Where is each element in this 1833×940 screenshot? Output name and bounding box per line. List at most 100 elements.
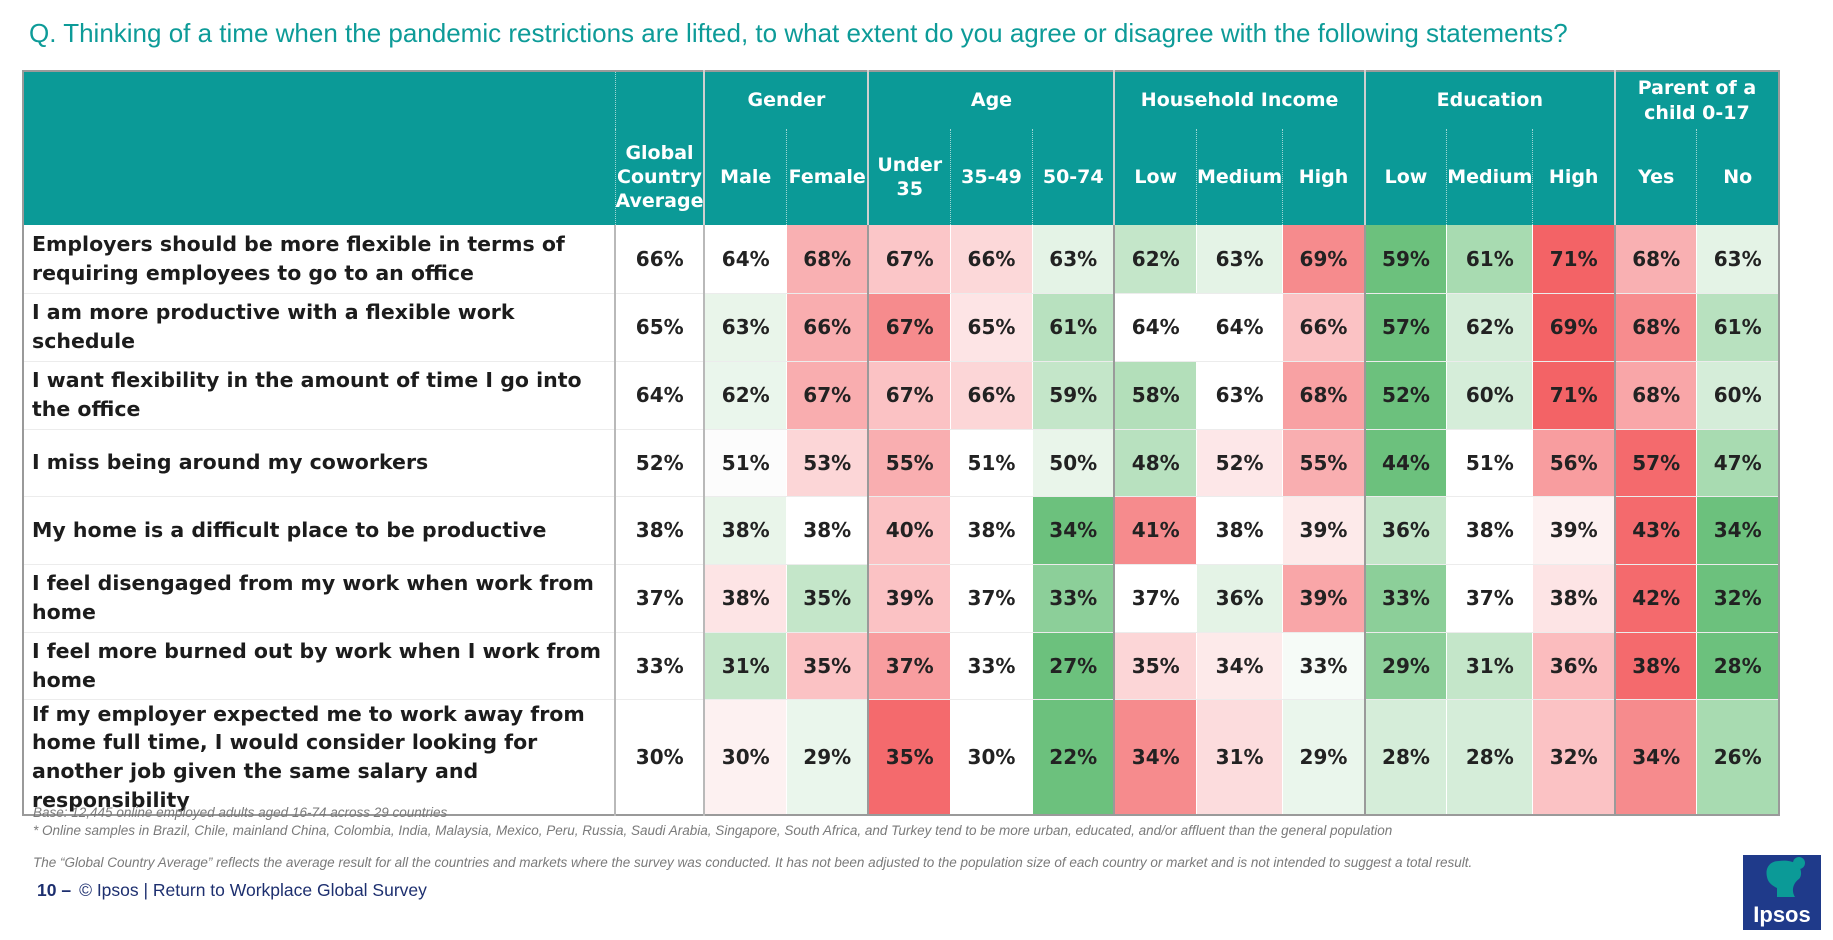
value-cell: 31% [1195, 699, 1283, 816]
value-cell: 32% [1696, 564, 1779, 633]
table-row: Employers should be more flexible in ter… [23, 225, 1779, 294]
value-cell: 36% [1532, 632, 1615, 700]
page-number: 10 – [37, 880, 72, 900]
value-cell: 66% [785, 293, 869, 362]
value-cell: 69% [1532, 293, 1615, 362]
value-cell: 68% [1613, 361, 1697, 430]
value-cell: 67% [867, 293, 951, 362]
global-average-cell: 64% [614, 361, 706, 430]
value-cell: 43% [1613, 496, 1697, 565]
value-cell: 38% [703, 564, 787, 633]
value-cell: 62% [1113, 225, 1197, 294]
copyright-text: © Ipsos | [79, 880, 153, 900]
group-header-age: Age [867, 71, 1115, 129]
value-cell: 56% [1532, 429, 1615, 497]
value-cell: 47% [1696, 429, 1779, 497]
value-cell: 60% [1446, 361, 1533, 430]
value-cell: 44% [1363, 429, 1447, 497]
value-cell: 51% [703, 429, 787, 497]
table-row: I feel more burned out by work when I wo… [23, 632, 1779, 700]
value-cell: 37% [867, 632, 951, 700]
value-cell: 55% [867, 429, 951, 497]
value-cell: 55% [1282, 429, 1365, 497]
value-cell: 58% [1113, 361, 1197, 430]
base-note: Base: 12,445 online employed adults aged… [33, 805, 448, 820]
statement-cell: I feel disengaged from my work when work… [23, 564, 616, 633]
value-cell: 67% [785, 361, 869, 430]
table-row: I feel disengaged from my work when work… [23, 564, 1779, 633]
group-header-parent: Parent of a child 0-17 [1613, 71, 1779, 129]
value-cell: 66% [949, 361, 1033, 430]
value-cell: 67% [867, 361, 951, 430]
value-cell: 35% [1113, 632, 1197, 700]
statement-cell: I am more productive with a flexible wor… [23, 293, 616, 362]
value-cell: 51% [1446, 429, 1533, 497]
return-to-survey-link[interactable]: Return to Workplace Global Survey [152, 880, 427, 900]
value-cell: 28% [1446, 699, 1533, 816]
question-title: Q. Thinking of a time when the pandemic … [29, 18, 1568, 48]
value-cell: 57% [1363, 293, 1447, 362]
results-table: Gender Age Household Income Education Pa… [22, 70, 1780, 817]
value-cell: 39% [1532, 496, 1615, 565]
value-cell: 68% [1282, 361, 1365, 430]
value-cell: 29% [785, 699, 869, 816]
header-male: Male [703, 129, 787, 225]
value-cell: 27% [1031, 632, 1115, 700]
value-cell: 22% [1031, 699, 1115, 816]
value-cell: 34% [1113, 699, 1197, 816]
value-cell: 32% [1532, 699, 1615, 816]
value-cell: 61% [1696, 293, 1779, 362]
value-cell: 30% [949, 699, 1033, 816]
header-female: Female [785, 129, 869, 225]
statement-cell: I miss being around my coworkers [23, 429, 616, 497]
value-cell: 63% [1195, 225, 1283, 294]
value-cell: 52% [1363, 361, 1447, 430]
value-cell: 63% [1696, 225, 1779, 294]
value-cell: 28% [1363, 699, 1447, 816]
header-income-high: High [1282, 129, 1365, 225]
header-statement-blank [23, 129, 615, 225]
value-cell: 63% [703, 293, 787, 362]
table-row: I am more productive with a flexible wor… [23, 293, 1779, 362]
ipsos-logo-icon: Ipsos [1743, 855, 1821, 930]
value-cell: 61% [1446, 225, 1533, 294]
header-education-low: Low [1363, 129, 1447, 225]
table-body: Employers should be more flexible in ter… [23, 225, 1779, 816]
gca-note: The “Global Country Average” reflects th… [33, 855, 1473, 870]
value-cell: 64% [703, 225, 787, 294]
header-under-35: Under 35 [867, 129, 951, 225]
value-cell: 36% [1195, 564, 1283, 633]
value-cell: 26% [1696, 699, 1779, 816]
global-average-cell: 52% [614, 429, 706, 497]
value-cell: 38% [949, 496, 1033, 565]
value-cell: 68% [785, 225, 869, 294]
value-cell: 29% [1363, 632, 1447, 700]
value-cell: 62% [703, 361, 787, 430]
value-cell: 60% [1696, 361, 1779, 430]
value-cell: 68% [1613, 293, 1697, 362]
group-header-education: Education [1363, 71, 1615, 129]
value-cell: 28% [1696, 632, 1779, 700]
value-cell: 66% [1282, 293, 1365, 362]
value-cell: 35% [785, 632, 869, 700]
value-cell: 52% [1195, 429, 1283, 497]
value-cell: 71% [1532, 361, 1615, 430]
global-average-cell: 65% [614, 293, 706, 362]
header-35-49: 35-49 [949, 129, 1033, 225]
value-cell: 50% [1031, 429, 1115, 497]
value-cell: 63% [1031, 225, 1115, 294]
value-cell: 37% [1446, 564, 1533, 633]
value-cell: 68% [1613, 225, 1697, 294]
value-cell: 37% [949, 564, 1033, 633]
value-cell: 65% [949, 293, 1033, 362]
value-cell: 64% [1195, 293, 1283, 362]
value-cell: 53% [785, 429, 869, 497]
value-cell: 38% [1613, 632, 1697, 700]
global-average-cell: 66% [614, 225, 706, 294]
value-cell: 61% [1031, 293, 1115, 362]
value-cell: 34% [1696, 496, 1779, 565]
value-cell: 33% [1031, 564, 1115, 633]
value-cell: 34% [1613, 699, 1697, 816]
value-cell: 69% [1282, 225, 1365, 294]
global-average-cell: 30% [614, 699, 706, 816]
